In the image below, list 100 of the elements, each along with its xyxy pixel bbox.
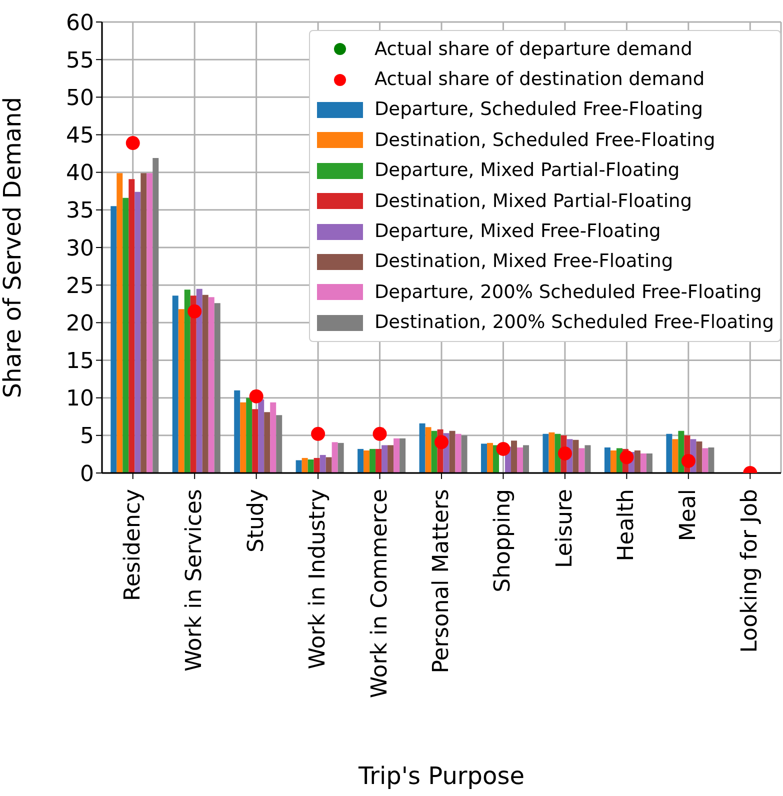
y-axis-title: Share of Served Demand: [0, 96, 27, 398]
bar: [128, 179, 135, 473]
bar: [116, 173, 123, 473]
y-tick-label: 45: [66, 124, 94, 149]
x-tick-label: Personal Matters: [429, 489, 454, 674]
point: [558, 446, 572, 460]
y-tick-label: 15: [66, 349, 94, 374]
bar: [320, 454, 326, 473]
point: [434, 435, 448, 450]
bar: [276, 415, 282, 473]
bar: [178, 309, 184, 473]
bar: [172, 296, 178, 473]
point: [188, 304, 202, 318]
bar: [382, 445, 388, 473]
legend-label: Destination, 200% Scheduled Free-Floating: [374, 312, 774, 334]
bar: [214, 303, 220, 473]
bar: [481, 444, 488, 473]
bar: [308, 459, 314, 473]
bar: [419, 423, 426, 473]
bar: [640, 453, 646, 473]
bar: [370, 448, 376, 473]
y-tick-label: 20: [66, 311, 94, 336]
bar: [234, 390, 240, 473]
y-tick-label: 35: [66, 198, 94, 224]
bar: [270, 402, 276, 473]
x-tick-label: Meal: [676, 489, 701, 542]
bar: [604, 447, 610, 473]
bar: [678, 430, 684, 473]
bar: [140, 173, 147, 473]
x-tick-label: Work in Services: [182, 489, 208, 672]
point: [311, 426, 326, 441]
bar: [666, 434, 672, 473]
x-tick-label: Looking for Job: [738, 489, 763, 653]
y-tick-label: 50: [66, 86, 94, 111]
bar: [634, 450, 640, 473]
bar: [134, 192, 141, 473]
x-tick-label: Work in Industry: [306, 489, 331, 670]
bar: [364, 450, 370, 473]
bar: [572, 440, 579, 473]
point: [620, 450, 634, 464]
bar: [184, 290, 190, 473]
bar: [578, 448, 585, 473]
bar: [554, 434, 561, 473]
bar: [708, 447, 714, 473]
bar: [314, 458, 320, 473]
point: [496, 442, 510, 456]
legend-label: Departure, Scheduled Free-Floating: [374, 99, 703, 120]
bar: [517, 447, 524, 473]
bar: [376, 448, 382, 473]
legend-label: Departure, Mixed Partial-Floating: [374, 160, 680, 182]
bar: [296, 460, 302, 473]
bar: [702, 448, 708, 473]
legend-label: Actual share of destination demand: [374, 69, 705, 90]
bar: [672, 439, 678, 473]
bar: [449, 430, 456, 473]
x-axis-title: Trip's Purpose: [358, 762, 524, 790]
x-tick-label: Health: [614, 489, 640, 562]
legend-label: Destination, Scheduled Free-Floating: [374, 130, 716, 151]
x-tick-label: Study: [244, 489, 269, 553]
bar: [548, 432, 555, 473]
bar: [487, 442, 494, 473]
y-tick-label: 25: [66, 274, 94, 299]
point: [372, 426, 387, 441]
bar: [425, 427, 432, 473]
y-tick-label: 30: [66, 236, 94, 262]
bar: [152, 158, 159, 473]
bar: [196, 288, 202, 473]
bar: [332, 442, 338, 473]
bar: [264, 412, 270, 473]
x-tick-label: Leisure: [552, 489, 578, 568]
bar: [388, 445, 394, 473]
bar: [122, 198, 129, 473]
x-tick-label: Residency: [120, 489, 146, 601]
bar: [326, 457, 332, 473]
bar: [302, 458, 308, 473]
bar: [252, 409, 258, 473]
y-tick-label: 0: [80, 462, 94, 487]
bar: [610, 450, 616, 473]
bar: [240, 402, 246, 473]
bar: [455, 434, 462, 473]
bar: [646, 453, 652, 473]
y-tick-label: 10: [66, 386, 94, 412]
y-tick-label: 55: [66, 48, 94, 74]
bar: [110, 206, 117, 473]
y-tick-label: 60: [66, 10, 94, 36]
bar: [400, 438, 406, 473]
bar: [394, 438, 400, 473]
y-tick-label: 40: [66, 161, 94, 186]
bar: [202, 294, 208, 473]
legend-label: Destination, Mixed Free-Floating: [374, 251, 674, 272]
legend-label: Departure, Mixed Free-Floating: [374, 221, 661, 242]
point: [249, 389, 264, 404]
bar: [190, 296, 196, 473]
bar: [338, 442, 344, 473]
bar: [246, 398, 252, 473]
bar: [461, 435, 468, 473]
y-tick-label: 5: [80, 424, 94, 450]
bar: [146, 173, 153, 473]
bar: [584, 445, 591, 473]
bar: [511, 440, 518, 473]
